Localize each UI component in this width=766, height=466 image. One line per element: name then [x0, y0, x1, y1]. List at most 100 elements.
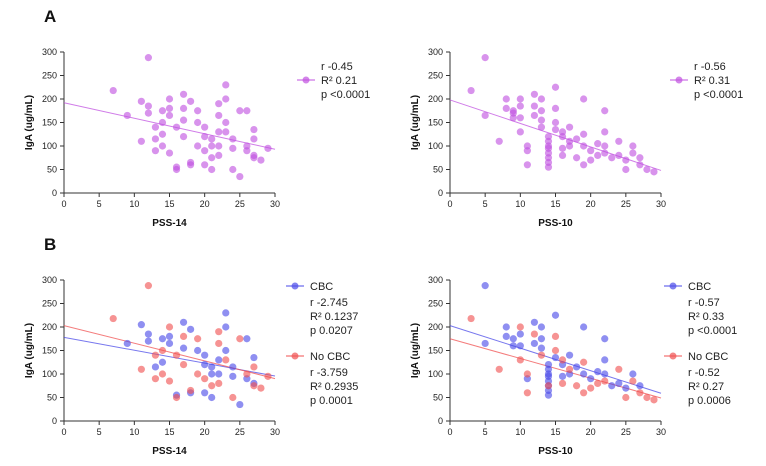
data-point — [165, 377, 174, 385]
data-point — [580, 142, 588, 150]
data-point — [558, 133, 567, 141]
data-point — [516, 356, 524, 364]
data-point — [544, 163, 553, 171]
data-point — [516, 128, 524, 136]
data-point — [172, 123, 181, 131]
data-point — [629, 142, 637, 150]
data-point — [215, 356, 223, 364]
y-tick-label: 300 — [428, 47, 443, 57]
legend-stat: p 0.0207 — [310, 325, 353, 337]
data-point — [558, 379, 567, 387]
chart-b-pss14: 0 5 10 15 20 25 30050100150200250300PSS-14IgA … — [24, 275, 358, 457]
data-point — [172, 351, 181, 359]
legend-stat: R² 0.27 — [688, 381, 724, 393]
data-point — [215, 379, 223, 387]
y-tick-label: 200 — [42, 94, 57, 104]
data-point — [194, 335, 202, 343]
data-point — [615, 365, 623, 373]
data-point — [243, 147, 251, 155]
data-point — [558, 144, 567, 152]
x-tick-label: 10 — [129, 199, 139, 209]
data-point — [144, 109, 152, 117]
y-tick-label: 100 — [42, 141, 57, 151]
data-point — [537, 123, 546, 131]
data-point — [215, 100, 223, 108]
data-point — [194, 346, 202, 355]
data-point — [250, 353, 258, 362]
data-point — [601, 370, 609, 378]
data-point — [622, 165, 630, 174]
legend-stat: r -3.759 — [310, 367, 348, 379]
data-point — [580, 389, 588, 397]
data-point — [222, 118, 230, 127]
data-point — [229, 135, 237, 143]
x-tick-label: 20 — [200, 427, 210, 437]
data-point — [250, 125, 258, 134]
data-point — [151, 375, 160, 383]
data-point — [622, 156, 630, 164]
data-point — [165, 95, 174, 103]
data-point — [509, 335, 517, 343]
data-point — [201, 389, 209, 397]
data-point — [201, 351, 209, 359]
data-point — [587, 375, 595, 383]
data-point — [551, 125, 560, 134]
y-tick-label: 50 — [47, 393, 57, 403]
data-point — [187, 97, 195, 105]
data-point — [580, 95, 588, 103]
y-tick-label: 150 — [42, 346, 57, 356]
x-axis-label: PSS-14 — [152, 218, 187, 229]
data-point — [523, 161, 531, 169]
data-point — [194, 370, 202, 378]
data-point — [208, 154, 216, 162]
data-point — [208, 165, 216, 174]
legend-stat: p <0.0001 — [688, 325, 737, 337]
legend-stat: r -0.45 — [321, 61, 353, 73]
data-point — [144, 102, 152, 110]
data-point — [601, 149, 609, 157]
data-point — [179, 332, 188, 340]
data-point — [194, 107, 202, 115]
data-point — [222, 346, 230, 355]
data-point — [215, 339, 223, 348]
data-point — [144, 54, 152, 62]
y-tick-label: 300 — [428, 275, 443, 285]
y-tick-label: 50 — [433, 393, 443, 403]
data-point — [580, 130, 588, 138]
data-point — [544, 382, 553, 390]
data-point — [601, 377, 609, 385]
data-point — [636, 154, 644, 162]
data-point — [537, 344, 546, 352]
legend-series-name: CBC — [310, 281, 333, 293]
data-point — [222, 323, 230, 331]
data-point — [558, 356, 567, 364]
data-point — [523, 389, 531, 397]
data-point — [179, 318, 188, 326]
x-tick-label: 30 — [270, 427, 280, 437]
legend-marker — [669, 282, 677, 290]
x-tick-label: 5 — [97, 427, 102, 437]
data-point — [565, 351, 574, 359]
legend-stat: r -0.56 — [694, 61, 726, 73]
panel-label-b: B — [44, 235, 56, 254]
y-tick-label: 250 — [428, 299, 443, 309]
data-point — [573, 154, 581, 162]
data-point — [194, 142, 202, 150]
data-point — [509, 342, 517, 350]
y-tick-label: 100 — [42, 369, 57, 379]
data-point — [467, 314, 475, 323]
data-point — [179, 344, 188, 352]
data-point — [208, 135, 216, 143]
data-point — [530, 90, 539, 98]
x-tick-label: 20 — [586, 199, 596, 209]
data-point — [601, 128, 609, 136]
data-point — [537, 335, 546, 343]
y-tick-label: 200 — [428, 322, 443, 332]
data-point — [537, 107, 546, 115]
legend-marker — [669, 352, 677, 360]
x-tick-label: 30 — [656, 427, 666, 437]
data-point — [516, 95, 524, 103]
data-point — [158, 142, 167, 150]
data-point — [481, 282, 489, 290]
legend-stat: R² 0.33 — [688, 311, 724, 323]
